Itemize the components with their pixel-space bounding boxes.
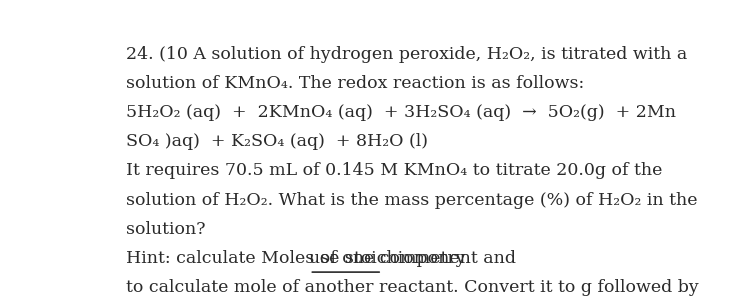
Text: 5H₂O₂ (aq)  +  2KMnO₄ (aq)  + 3H₂SO₄ (aq)  →  5O₂(g)  + 2Mn: 5H₂O₂ (aq) + 2KMnO₄ (aq) + 3H₂SO₄ (aq) →… [126,104,676,121]
Text: to calculate mole of another reactant. Convert it to g followed by: to calculate mole of another reactant. C… [126,279,698,296]
Text: solution?: solution? [126,221,206,238]
Text: It requires 70.5 mL of 0.145 M KMnO₄ to titrate 20.0g of the: It requires 70.5 mL of 0.145 M KMnO₄ to … [126,163,662,179]
Text: SO₄ )aq)  + K₂SO₄ (aq)  + 8H₂O (l): SO₄ )aq) + K₂SO₄ (aq) + 8H₂O (l) [126,133,427,150]
Text: Hint: calculate Moles of one component and: Hint: calculate Moles of one component a… [126,250,521,267]
Text: use stoichiometry: use stoichiometry [310,250,466,267]
Text: solution of KMnO₄. The redox reaction is as follows:: solution of KMnO₄. The redox reaction is… [126,75,584,92]
Text: solution of H₂O₂. What is the mass percentage (%) of H₂O₂ in the: solution of H₂O₂. What is the mass perce… [126,192,698,209]
Text: 24. (10 A solution of hydrogen peroxide, H₂O₂, is titrated with a: 24. (10 A solution of hydrogen peroxide,… [126,46,687,63]
